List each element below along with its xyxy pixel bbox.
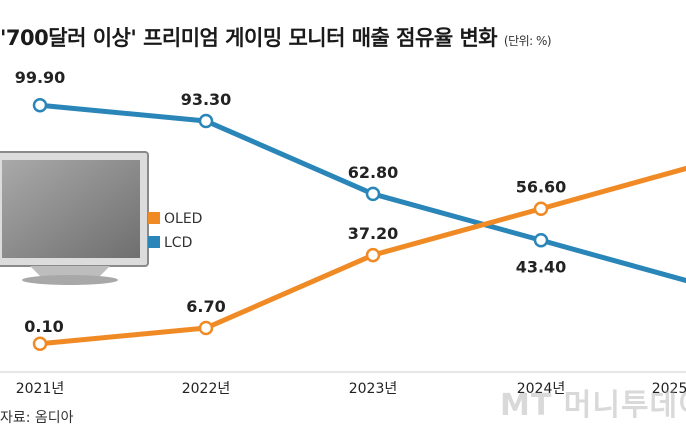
series-oled <box>32 165 686 352</box>
data-point-oled <box>32 336 48 352</box>
data-point-oled <box>533 201 549 216</box>
data-point-lcd <box>198 113 214 129</box>
chart-title: '700달러 이상' 프리미엄 게이밍 모니터 매출 점유율 변화 (단위: %… <box>0 22 552 52</box>
data-label-lcd: 99.90 <box>15 68 66 87</box>
x-tick-label: 2021년 <box>16 381 65 397</box>
data-point-oled <box>198 320 214 336</box>
unit-label: (단위: %) <box>503 34 552 48</box>
data-label-oled: 56.60 <box>516 178 567 197</box>
legend-swatch-lcd <box>148 236 160 248</box>
x-tick-label: 2023년 <box>349 381 398 397</box>
x-axis-ticks: 2021년 2022년 2023년 2024년 2025년 <box>16 381 686 397</box>
x-tick-label: 2022년 <box>182 381 231 397</box>
data-label-oled: 6.70 <box>186 297 225 316</box>
legend: OLED LCD <box>148 211 202 251</box>
data-point-lcd <box>32 97 48 113</box>
legend-label-oled: OLED <box>164 211 202 227</box>
data-point-lcd <box>533 233 549 248</box>
data-label-oled: 37.20 <box>348 224 399 243</box>
data-label-lcd: 93.30 <box>181 90 232 109</box>
source-note: 자료: 옴디아 <box>0 410 74 426</box>
legend-label-lcd: LCD <box>164 235 192 251</box>
monitor-icon <box>0 151 149 285</box>
data-label-lcd: 62.80 <box>348 163 399 182</box>
data-label-oled: 0.10 <box>24 317 63 336</box>
legend-swatch-oled <box>148 212 160 224</box>
series-lcd <box>32 97 686 284</box>
data-point-oled <box>365 247 381 263</box>
x-tick-label: 2025년 <box>652 381 686 397</box>
data-label-lcd: 43.40 <box>516 257 567 276</box>
x-tick-label: 2024년 <box>517 381 566 397</box>
chart-title-text: '700달러 이상' 프리미엄 게이밍 모니터 매출 점유율 변화 <box>0 26 498 50</box>
data-point-lcd <box>365 186 381 202</box>
data-labels: 0.10 6.70 37.20 56.60 99.90 93.30 62.80 43.40 <box>15 68 567 336</box>
watermark: MT 머니투데이 <box>500 388 686 423</box>
